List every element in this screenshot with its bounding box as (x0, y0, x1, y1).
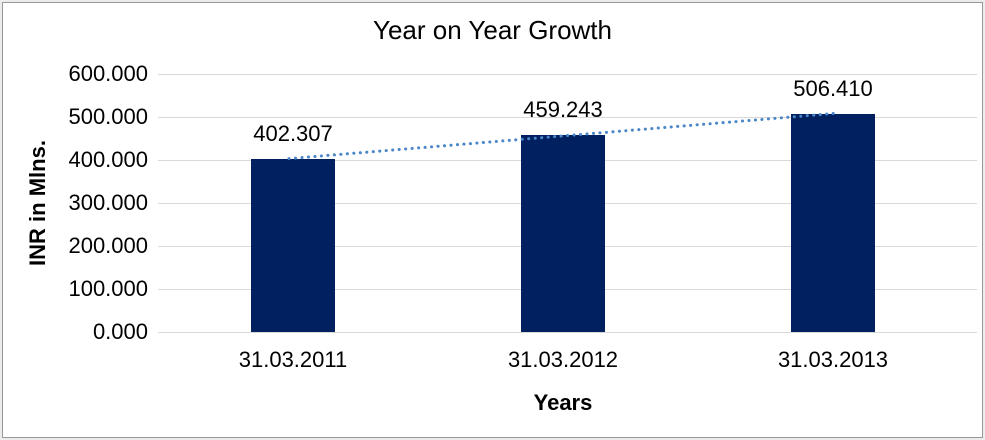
x-tick-label: 31.03.2011 (238, 347, 348, 372)
gridline (158, 331, 977, 333)
bar (521, 134, 605, 332)
x-tick-label: 31.03.2013 (777, 347, 889, 372)
y-tick-label: 100.000 (68, 276, 148, 301)
plot-area (158, 73, 977, 333)
x-axis-title: Years (533, 390, 593, 415)
bar-value-label: 506.410 (793, 76, 873, 102)
bar-value-label: 459.243 (523, 96, 603, 122)
y-tick-label: 600.000 (68, 61, 148, 86)
bar (251, 159, 335, 332)
gridline (158, 73, 977, 75)
bar-value-label: 402.307 (253, 121, 333, 146)
bar (791, 114, 875, 332)
y-tick-label: 300.000 (68, 190, 148, 215)
y-tick-label: 0.000 (92, 319, 148, 344)
y-tick-label: 500.000 (68, 104, 148, 129)
x-tick-label: 31.03.2012 (507, 347, 619, 372)
y-tick-label: 400.000 (68, 147, 148, 172)
chart-title: Year on Year Growth (373, 15, 612, 45)
y-tick-label: 200.000 (68, 233, 148, 258)
